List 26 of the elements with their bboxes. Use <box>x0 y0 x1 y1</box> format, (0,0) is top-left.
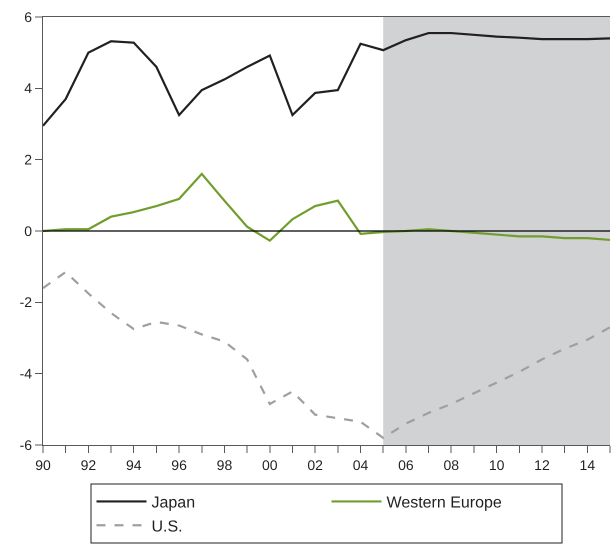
legend-label: U.S. <box>152 518 183 536</box>
legend-label: Western Europe <box>386 494 502 512</box>
x-tick-label: 98 <box>216 456 232 473</box>
x-tick-label: 10 <box>488 456 505 473</box>
y-tick-label: 2 <box>24 152 32 168</box>
x-tick-label: 06 <box>398 456 414 473</box>
y-tick-label: 6 <box>24 8 32 25</box>
x-tick-label: 90 <box>35 456 51 473</box>
y-tick-label: -2 <box>20 294 32 310</box>
x-tick-label: 12 <box>534 456 550 473</box>
x-tick-label: 92 <box>80 456 96 473</box>
x-tick-label: 02 <box>307 456 324 473</box>
x-tick-label: 14 <box>580 456 596 473</box>
line-series <box>43 172 610 242</box>
x-tick-label: 94 <box>126 456 142 473</box>
y-tick-label: 0 <box>24 222 32 239</box>
legend-label: Japan <box>152 494 196 512</box>
x-tick-label: 00 <box>262 456 278 473</box>
x-tick-label: 04 <box>352 456 369 473</box>
line-series <box>43 32 610 127</box>
line-series <box>43 270 610 439</box>
y-tick-label: -4 <box>20 366 32 382</box>
y-tick-label: -6 <box>20 436 32 453</box>
x-tick-label: 08 <box>443 456 460 473</box>
y-tick-label: 4 <box>24 80 32 96</box>
x-tick-label: 96 <box>171 456 188 473</box>
